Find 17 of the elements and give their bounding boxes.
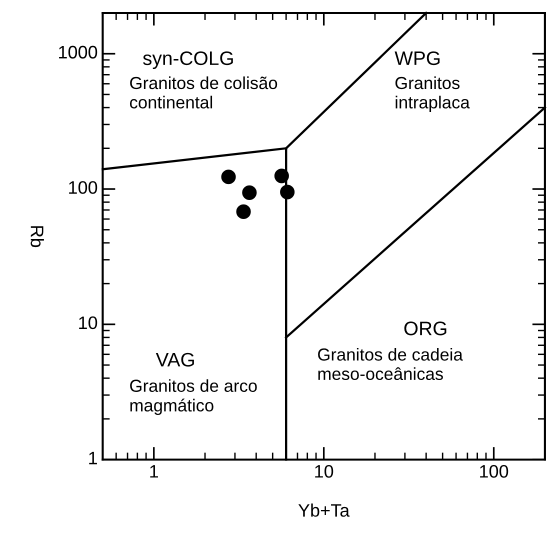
- annotation: ORG: [404, 322, 446, 336]
- annotation: Granitos intraplaca: [395, 76, 470, 112]
- x-axis-title: Yb+Ta: [298, 504, 350, 517]
- x-tick-label: 10: [315, 464, 334, 478]
- annotation: Granitos de colisão continental: [130, 76, 278, 109]
- annotation: VAG: [156, 352, 194, 367]
- x-tick-label: 1: [150, 465, 158, 478]
- annotation: Granitos de arco magmático: [130, 379, 257, 415]
- annotation: WPG: [394, 51, 440, 66]
- x-tick-label: 100: [480, 464, 508, 478]
- annotation: syn-COLG: [143, 51, 233, 69]
- annotation: Granitos de cadeia meso-oceânicas: [318, 348, 463, 380]
- y-tick-label: 1000: [59, 46, 98, 59]
- y-tick-label: 100: [69, 181, 98, 194]
- y-tick-label: 10: [79, 316, 98, 330]
- y-axis-title: Rb: [30, 226, 44, 248]
- y-tick-label: 1: [89, 452, 97, 464]
